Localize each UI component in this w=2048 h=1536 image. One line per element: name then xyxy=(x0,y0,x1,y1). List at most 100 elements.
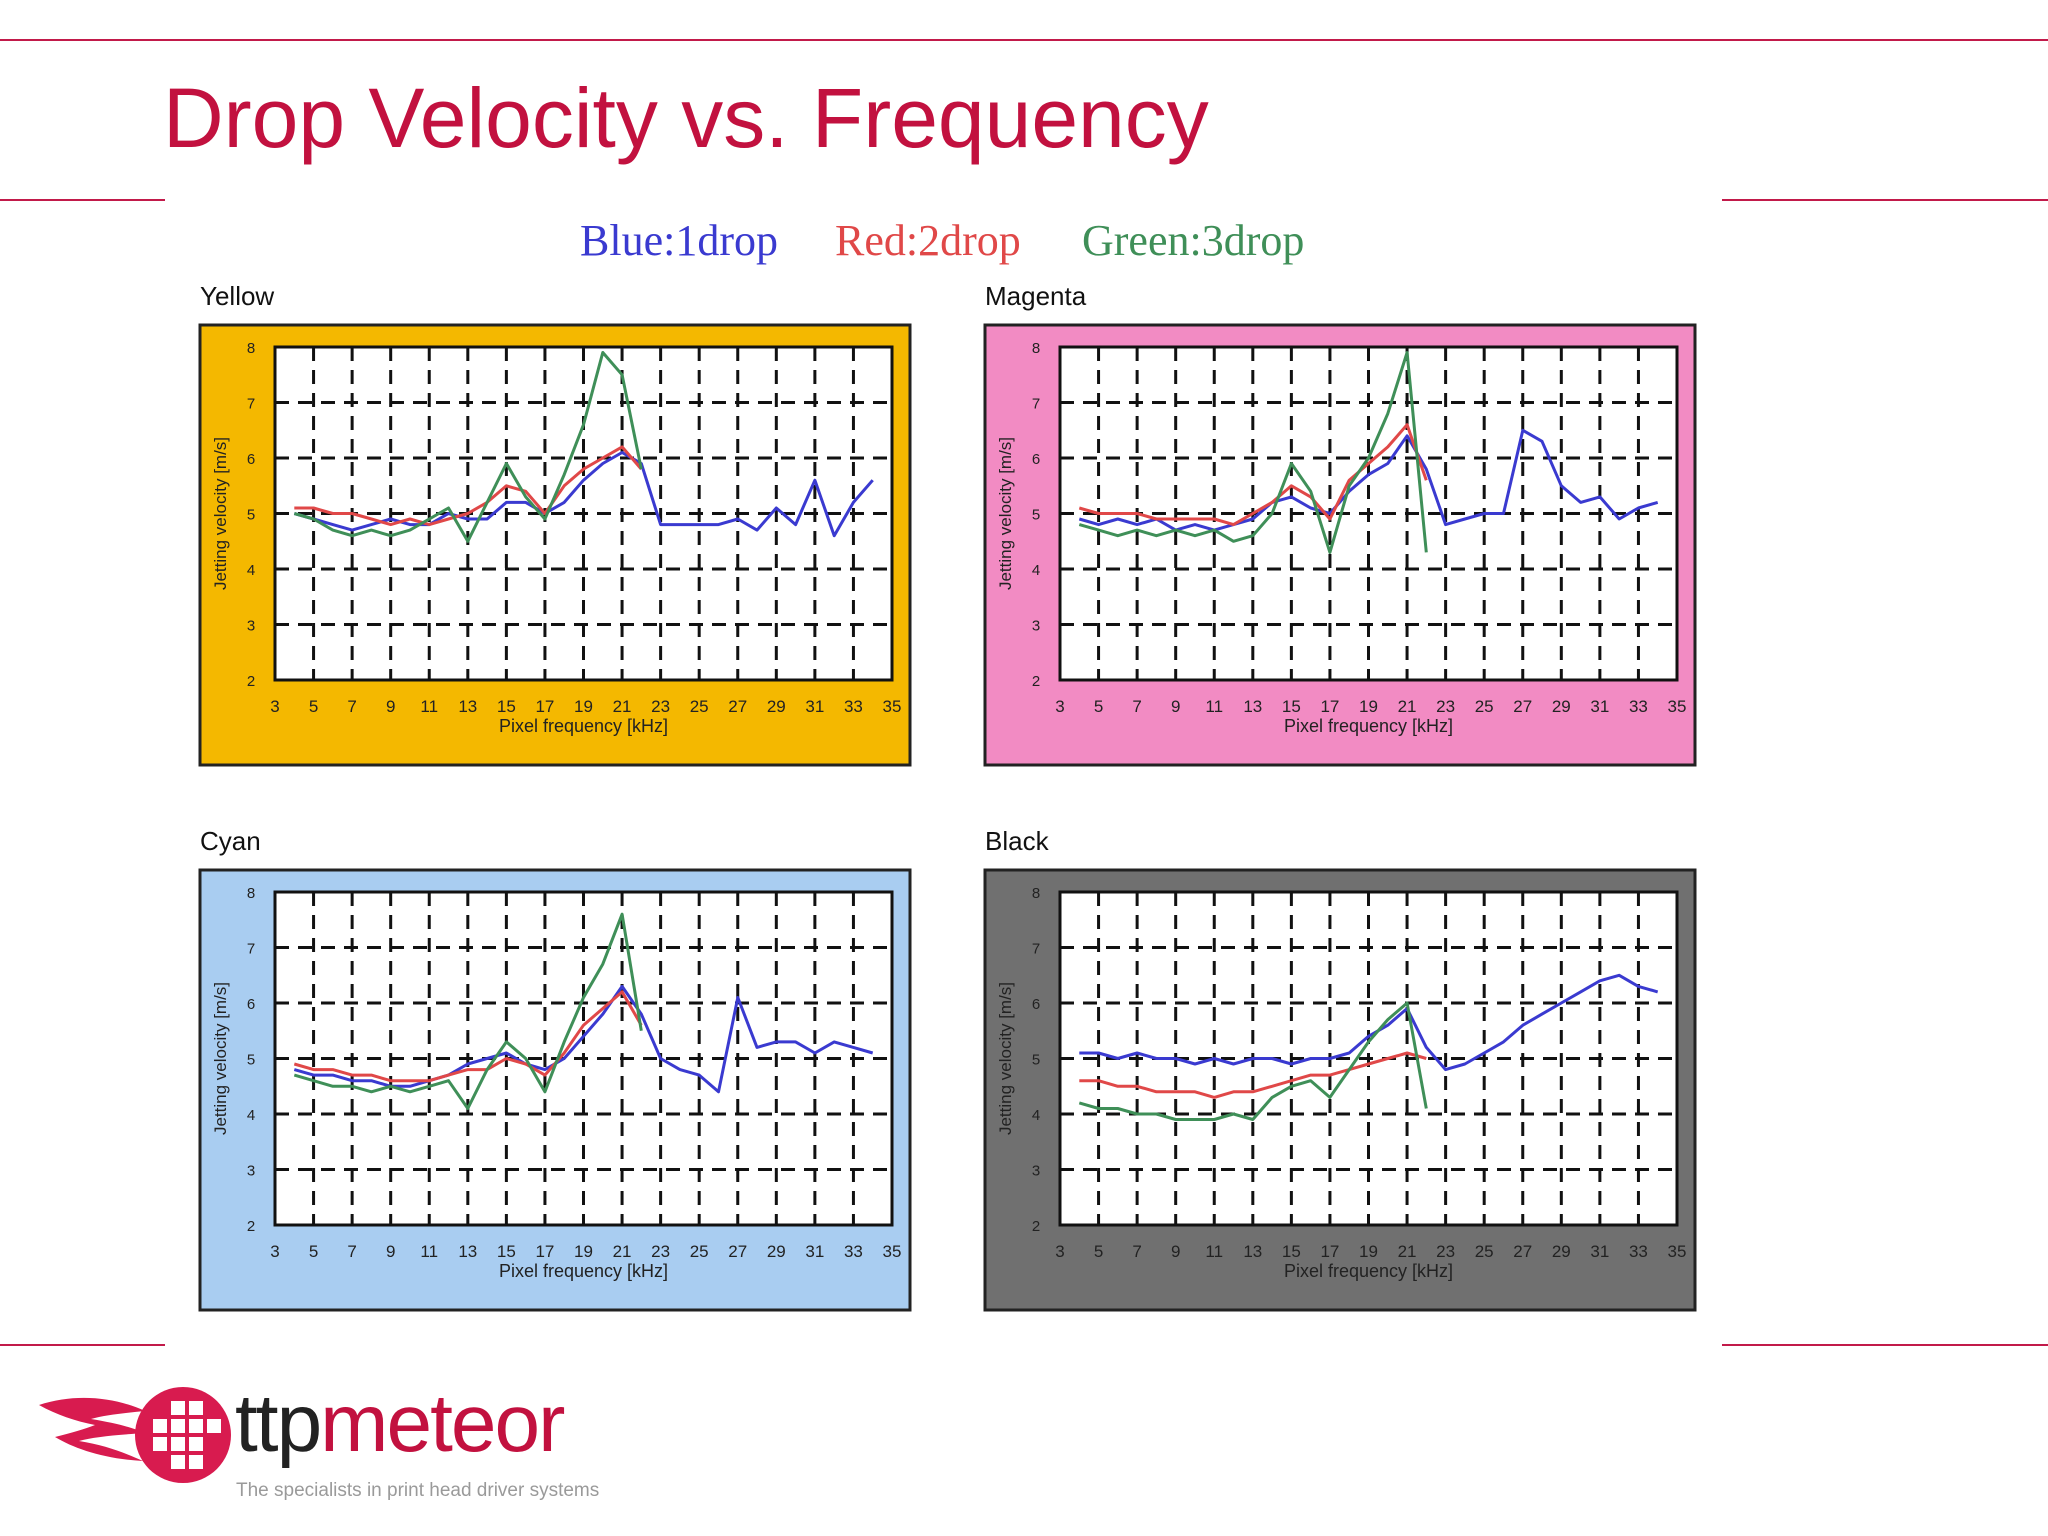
slide-title: Drop Velocity vs. Frequency xyxy=(163,71,1209,165)
legend-blue: Blue:1drop xyxy=(580,216,778,265)
y-tick-label: 7 xyxy=(1032,941,1040,958)
x-tick-label: 9 xyxy=(1171,1242,1180,1261)
x-tick-label: 5 xyxy=(309,697,318,716)
y-tick-label: 3 xyxy=(1032,618,1040,635)
y-tick-label: 5 xyxy=(1032,507,1040,524)
y-tick-label: 6 xyxy=(247,996,255,1013)
x-tick-label: 17 xyxy=(1320,697,1339,716)
x-tick-label: 3 xyxy=(1055,1242,1064,1261)
y-tick-label: 6 xyxy=(1032,996,1040,1013)
x-tick-label: 17 xyxy=(1320,1242,1339,1261)
series-line-blue xyxy=(293,451,874,538)
logo-wordmark: ttpmeteor xyxy=(235,1383,565,1465)
series-line-green xyxy=(1078,351,1428,554)
y-tick-label: 3 xyxy=(247,1163,255,1180)
x-tick-label: 5 xyxy=(1094,697,1103,716)
x-tick-label: 5 xyxy=(309,1242,318,1261)
y-tick-label: 8 xyxy=(247,340,255,357)
series-line-red xyxy=(1079,1051,1427,1099)
x-tick-label: 13 xyxy=(458,1242,477,1261)
series-line-red xyxy=(1078,423,1428,527)
x-tick-label: 9 xyxy=(386,697,395,716)
legend-red: Red:2drop xyxy=(835,216,1021,265)
x-tick-label: 19 xyxy=(574,697,593,716)
y-tick-label: 4 xyxy=(247,1107,255,1124)
y-tick-label: 2 xyxy=(247,673,255,690)
top-rule xyxy=(0,39,2048,41)
y-tick-label: 8 xyxy=(1032,340,1040,357)
x-tick-label: 11 xyxy=(420,697,438,716)
x-tick-label: 23 xyxy=(651,1242,670,1261)
chart-title: Cyan xyxy=(200,826,261,856)
y-tick-label: 8 xyxy=(1032,885,1040,902)
series-line-green xyxy=(1078,1001,1428,1121)
x-tick-label: 15 xyxy=(497,1242,516,1261)
y-tick-label: 7 xyxy=(247,396,255,413)
bottom-rule-right xyxy=(1722,1344,2048,1346)
x-tick-label: 31 xyxy=(1590,697,1609,716)
x-tick-label: 3 xyxy=(270,697,279,716)
x-tick-label: 29 xyxy=(767,1242,786,1261)
x-tick-label: 33 xyxy=(1629,697,1648,716)
x-tick-label: 7 xyxy=(1132,697,1141,716)
logo-word-meteor: meteor xyxy=(320,1378,565,1469)
y-tick-label: 3 xyxy=(1032,1163,1040,1180)
y-tick-label: 6 xyxy=(247,451,255,468)
chart-figure: Yellow 3 5 7 9 11 13 15 17 19 21 23 25 27 29 31 33 35 2 3 4 5… xyxy=(190,200,1730,1360)
y-tick-label: 8 xyxy=(247,885,255,902)
logo-word-ttp: ttp xyxy=(235,1378,322,1469)
y-tick-label: 4 xyxy=(1032,1107,1040,1124)
x-tick-label: 13 xyxy=(1243,697,1262,716)
x-tick-label: 19 xyxy=(1359,697,1378,716)
x-tick-label: 9 xyxy=(1171,697,1180,716)
y-tick-label: 2 xyxy=(247,1218,255,1235)
x-tick-label: 27 xyxy=(728,1242,747,1261)
x-tick-label: 13 xyxy=(458,697,477,716)
x-tick-label: 11 xyxy=(1205,697,1223,716)
y-tick-label: 5 xyxy=(247,1052,255,1069)
y-tick-label: 4 xyxy=(247,562,255,579)
x-tick-label: 27 xyxy=(728,697,747,716)
x-tick-label: 11 xyxy=(420,1242,438,1261)
y-tick-label: 7 xyxy=(247,941,255,958)
y-tick-label: 2 xyxy=(1032,1218,1040,1235)
x-tick-label: 3 xyxy=(270,1242,279,1261)
x-tick-label: 33 xyxy=(844,1242,863,1261)
x-tick-label: 17 xyxy=(535,697,554,716)
meteor-icon xyxy=(39,1387,231,1483)
x-tick-label: 21 xyxy=(613,697,632,716)
y-tick-label: 2 xyxy=(1032,673,1040,690)
x-tick-label: 3 xyxy=(1055,697,1064,716)
x-tick-label: 17 xyxy=(535,1242,554,1261)
y-tick-label: 5 xyxy=(1032,1052,1040,1069)
x-tick-label: 21 xyxy=(613,1242,632,1261)
y-tick-label: 7 xyxy=(1032,396,1040,413)
ttpmeteor-logo: ttpmeteor The specialists in print head … xyxy=(35,1375,599,1515)
x-tick-label: 29 xyxy=(767,697,786,716)
series-line-green xyxy=(293,912,643,1110)
title-underline-right xyxy=(1722,199,2048,201)
x-tick-label: 33 xyxy=(844,697,863,716)
y-tick-label: 4 xyxy=(1032,562,1040,579)
x-tick-label: 13 xyxy=(1243,1242,1262,1261)
x-tick-label: 27 xyxy=(1513,1242,1532,1261)
x-tick-label: 31 xyxy=(1590,1242,1609,1261)
x-tick-label: 15 xyxy=(1282,1242,1301,1261)
x-tick-label: 29 xyxy=(1552,1242,1571,1261)
x-axis-label: Pixel frequency [kHz] xyxy=(499,716,668,736)
x-tick-label: 25 xyxy=(690,697,709,716)
x-tick-label: 35 xyxy=(1668,1242,1687,1261)
x-tick-label: 35 xyxy=(883,697,902,716)
series-line-green xyxy=(293,351,643,543)
logo-tagline: The specialists in print head driver sys… xyxy=(236,1480,600,1501)
x-tick-label: 9 xyxy=(386,1242,395,1261)
x-tick-label: 19 xyxy=(1359,1242,1378,1261)
x-tick-label: 21 xyxy=(1398,697,1417,716)
x-tick-label: 27 xyxy=(1513,697,1532,716)
x-tick-label: 23 xyxy=(1436,1242,1455,1261)
x-tick-label: 5 xyxy=(1094,1242,1103,1261)
x-tick-label: 21 xyxy=(1398,1242,1417,1261)
